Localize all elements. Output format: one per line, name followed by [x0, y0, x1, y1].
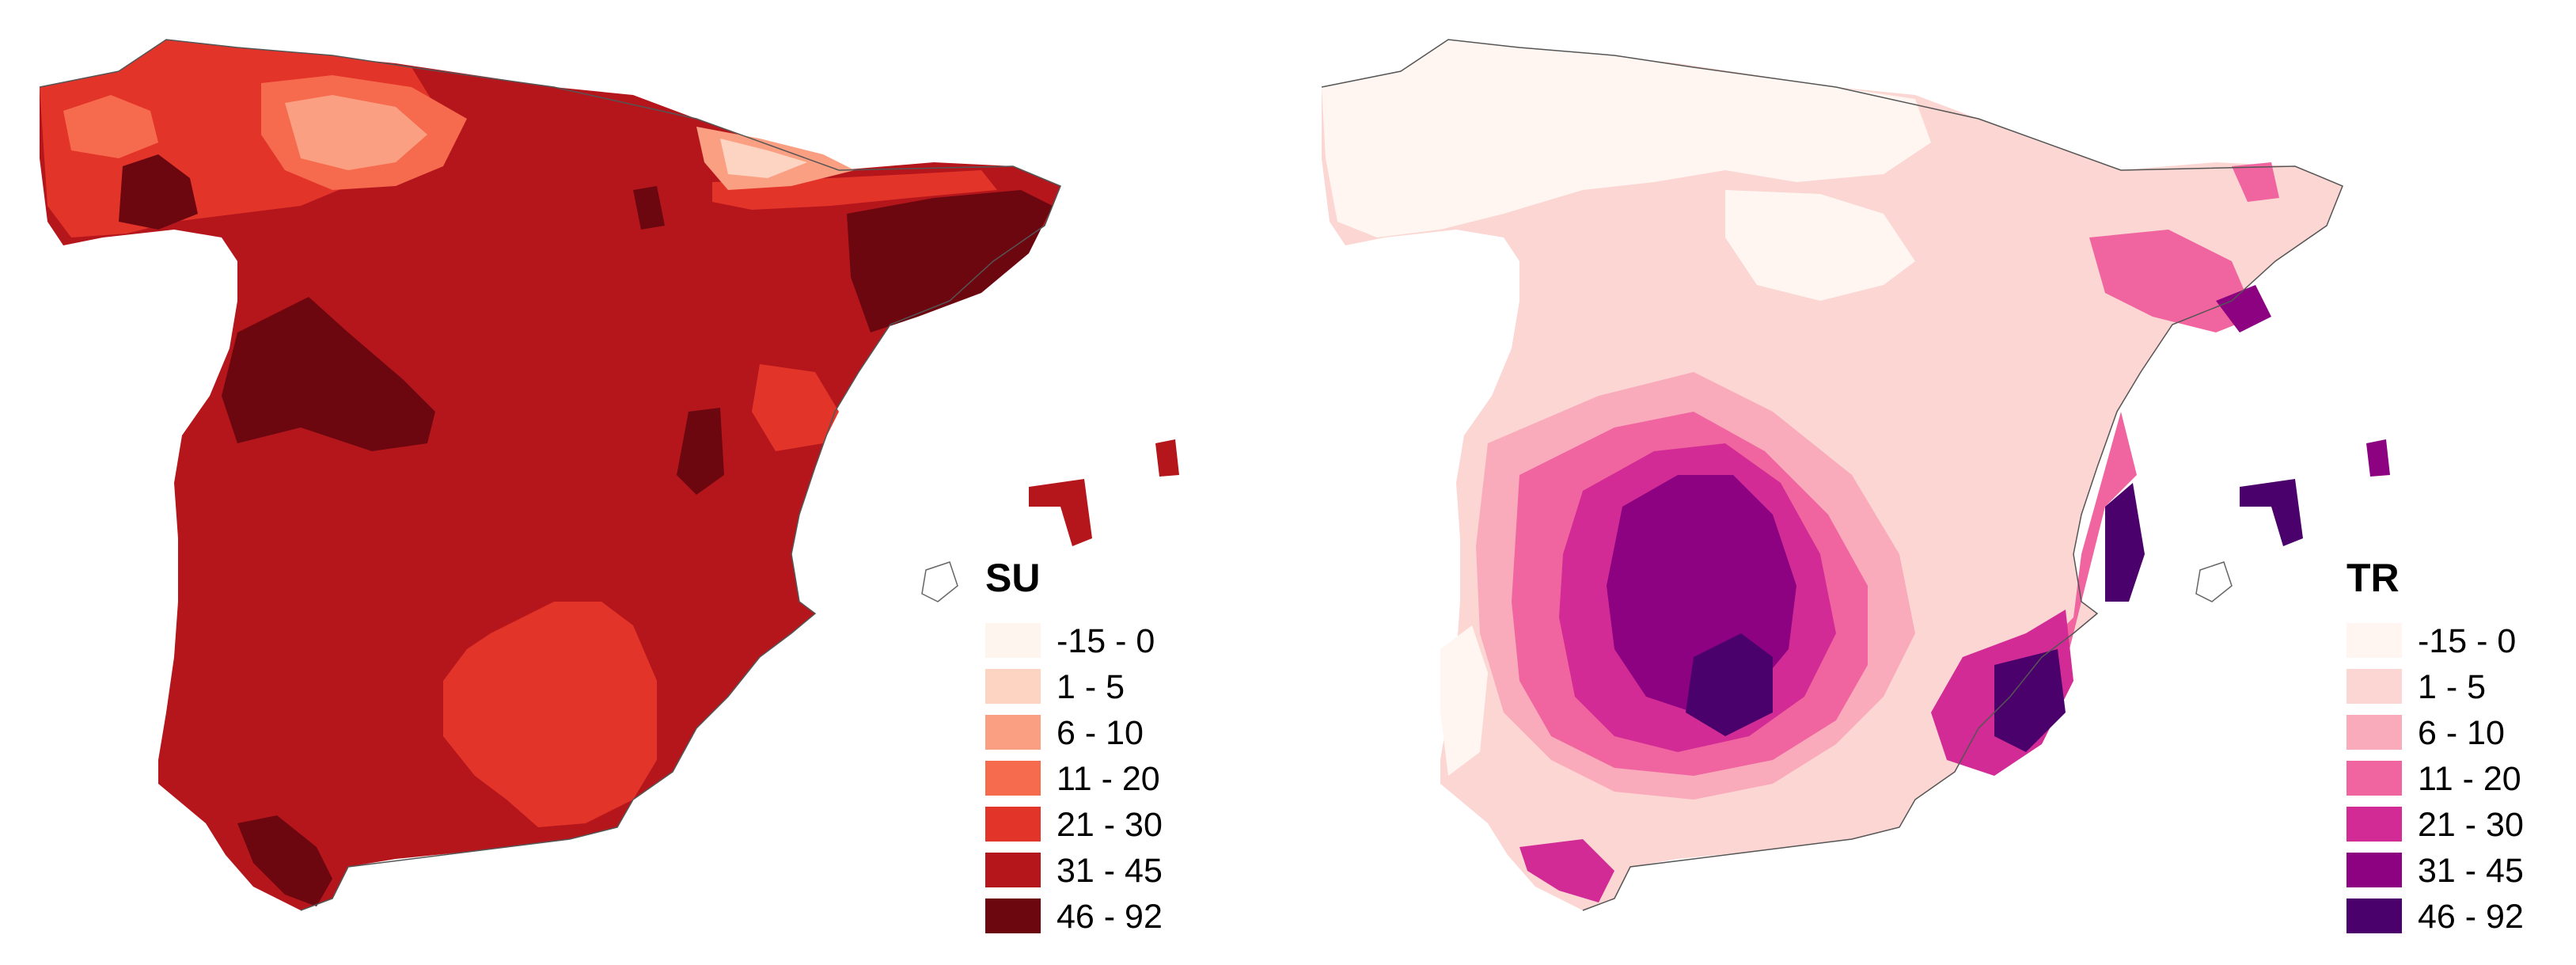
su-legend: SU -15 - 0 1 - 5 6 - 10 11 - 20 21 - 30 …	[985, 558, 1270, 938]
tr-choropleth-map	[1321, 39, 2390, 911]
legend-swatch	[2346, 623, 2402, 658]
legend-swatch	[985, 761, 1041, 796]
su-castilla-dark-region	[222, 297, 435, 451]
legend-swatch	[985, 623, 1041, 658]
su-choropleth-map	[39, 39, 1179, 911]
legend-label: 31 - 45	[1057, 852, 1163, 890]
su-ibiza-outline	[921, 561, 958, 602]
legend-label: 1 - 5	[2418, 668, 2487, 706]
legend-label: 46 - 92	[1057, 898, 1163, 936]
su-legend-title: SU	[985, 556, 1041, 600]
tr-coastline	[1321, 39, 2343, 911]
legend-swatch	[985, 669, 1041, 704]
legend-swatch	[2346, 669, 2402, 704]
su-map-panel: SU -15 - 0 1 - 5 6 - 10 11 - 20 21 - 30 …	[0, 0, 1282, 965]
su-mallorca-region	[1029, 479, 1092, 546]
legend-swatch	[2346, 853, 2402, 887]
legend-label: -15 - 0	[1057, 622, 1155, 660]
su-galicia-light-region	[63, 95, 158, 158]
tr-catalonia-hot-region	[2216, 285, 2271, 332]
su-north-dark-region	[633, 186, 665, 230]
tr-map-panel: TR -15 - 0 1 - 5 6 - 10 11 - 20 21 - 30 …	[1282, 0, 2576, 965]
su-coastline	[39, 39, 1061, 911]
tr-northcentral-coolest-region	[1725, 190, 1915, 301]
legend-swatch	[2346, 715, 2402, 750]
legend-swatch	[985, 899, 1041, 933]
tr-menorca-region	[2366, 439, 2390, 477]
tr-girona-region	[2232, 162, 2279, 202]
tr-west-coolest-region	[1440, 625, 1488, 776]
su-south-blob-region	[443, 602, 657, 827]
tr-south-hottest-region	[1686, 633, 1773, 736]
su-menorca-region	[1155, 439, 1179, 477]
su-pyrenees-lighter-region	[720, 139, 807, 178]
legend-label: 1 - 5	[1057, 668, 1125, 706]
tr-legend-title: TR	[2346, 556, 2400, 600]
tr-ibiza-outline	[2195, 561, 2233, 602]
tr-north-coolest-region	[1322, 40, 1931, 237]
legend-swatch	[2346, 761, 2402, 796]
su-andalusia-dark-region	[237, 815, 332, 906]
legend-label: 46 - 92	[2418, 898, 2524, 936]
tr-south-tip-region	[1519, 839, 1614, 902]
su-galicia-dark-region	[119, 154, 198, 230]
su-mainland-region	[40, 40, 1060, 910]
tr-legend: TR -15 - 0 1 - 5 6 - 10 11 - 20 21 - 30 …	[2346, 558, 2576, 938]
legend-label: 11 - 20	[1057, 760, 1160, 798]
su-catalonia-dark-region	[847, 190, 1053, 332]
legend-swatch	[985, 715, 1041, 750]
tr-east-coast-hottest-region	[2105, 483, 2145, 602]
su-center-dark-region	[677, 408, 724, 495]
legend-label: 21 - 30	[1057, 806, 1163, 844]
su-east-strip-region	[752, 364, 839, 451]
legend-label: 31 - 45	[2418, 852, 2524, 890]
tr-ebro-mid-region	[2089, 230, 2255, 332]
su-cantabria-lighter-region	[285, 95, 427, 170]
legend-label: -15 - 0	[2418, 622, 2517, 660]
legend-swatch	[985, 853, 1041, 887]
legend-swatch	[2346, 807, 2402, 842]
legend-label: 6 - 10	[2418, 714, 2505, 752]
tr-mallorca-region	[2240, 479, 2303, 546]
legend-label: 6 - 10	[1057, 714, 1144, 752]
legend-label: 21 - 30	[2418, 806, 2524, 844]
legend-swatch	[2346, 899, 2402, 933]
legend-label: 11 - 20	[2418, 760, 2521, 798]
tr-murcia-hottest-region	[1994, 649, 2066, 752]
legend-swatch	[985, 807, 1041, 842]
